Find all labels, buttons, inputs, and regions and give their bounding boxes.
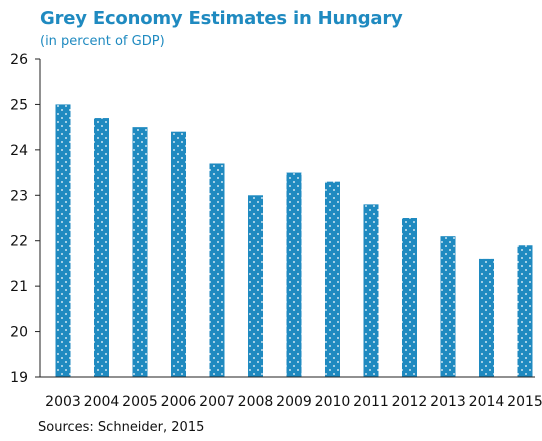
bar-2007 (209, 163, 225, 377)
y-tick-label: 24 (10, 143, 28, 159)
y-tick-label: 25 (10, 97, 28, 113)
bar-2014 (479, 258, 494, 377)
bar-2011 (363, 204, 379, 377)
bar-2013 (440, 236, 456, 377)
x-tick-label: 2008 (238, 394, 274, 410)
bar-2012 (402, 218, 417, 377)
chart-subtitle: (in percent of GDP) (40, 34, 165, 49)
labels-layer: 2003 2004 2005 2006 2007 2008 2009 2010 2011 2012… (10, 52, 542, 410)
x-tick-label: 2012 (392, 394, 428, 410)
x-tick-label: 2005 (122, 394, 158, 410)
bars-layer (55, 104, 533, 378)
y-tick-label: 26 (10, 52, 28, 68)
y-tick-label: 21 (10, 279, 28, 295)
bar-2005 (132, 127, 148, 378)
axes-layer (35, 58, 535, 378)
x-tick-label: 2007 (199, 394, 235, 410)
x-tick-label: 2010 (315, 394, 351, 410)
bar-2006 (171, 131, 186, 377)
bar-2009 (286, 172, 302, 377)
y-tick-label: 20 (10, 325, 28, 341)
x-tick-label: 2014 (469, 394, 505, 410)
chart-title: Grey Economy Estimates in Hungary (40, 8, 403, 29)
x-tick-label: 2011 (353, 394, 389, 410)
x-tick-label: 2006 (161, 394, 197, 410)
x-tick-label: 2013 (430, 394, 466, 410)
y-tick-label: 22 (10, 234, 28, 250)
bar-2015 (517, 245, 533, 377)
x-tick-label: 2004 (84, 394, 120, 410)
bar-2008 (248, 195, 263, 377)
x-tick-label: 2015 (507, 394, 542, 410)
y-tick-label: 23 (10, 188, 28, 204)
bar-2003 (55, 104, 71, 377)
y-tick-label: 19 (10, 370, 28, 386)
bar-2010 (325, 181, 340, 377)
bar-2004 (94, 118, 109, 378)
source-note: Sources: Schneider, 2015 (38, 420, 205, 435)
x-tick-label: 2003 (45, 394, 81, 410)
x-tick-label: 2009 (276, 394, 312, 410)
